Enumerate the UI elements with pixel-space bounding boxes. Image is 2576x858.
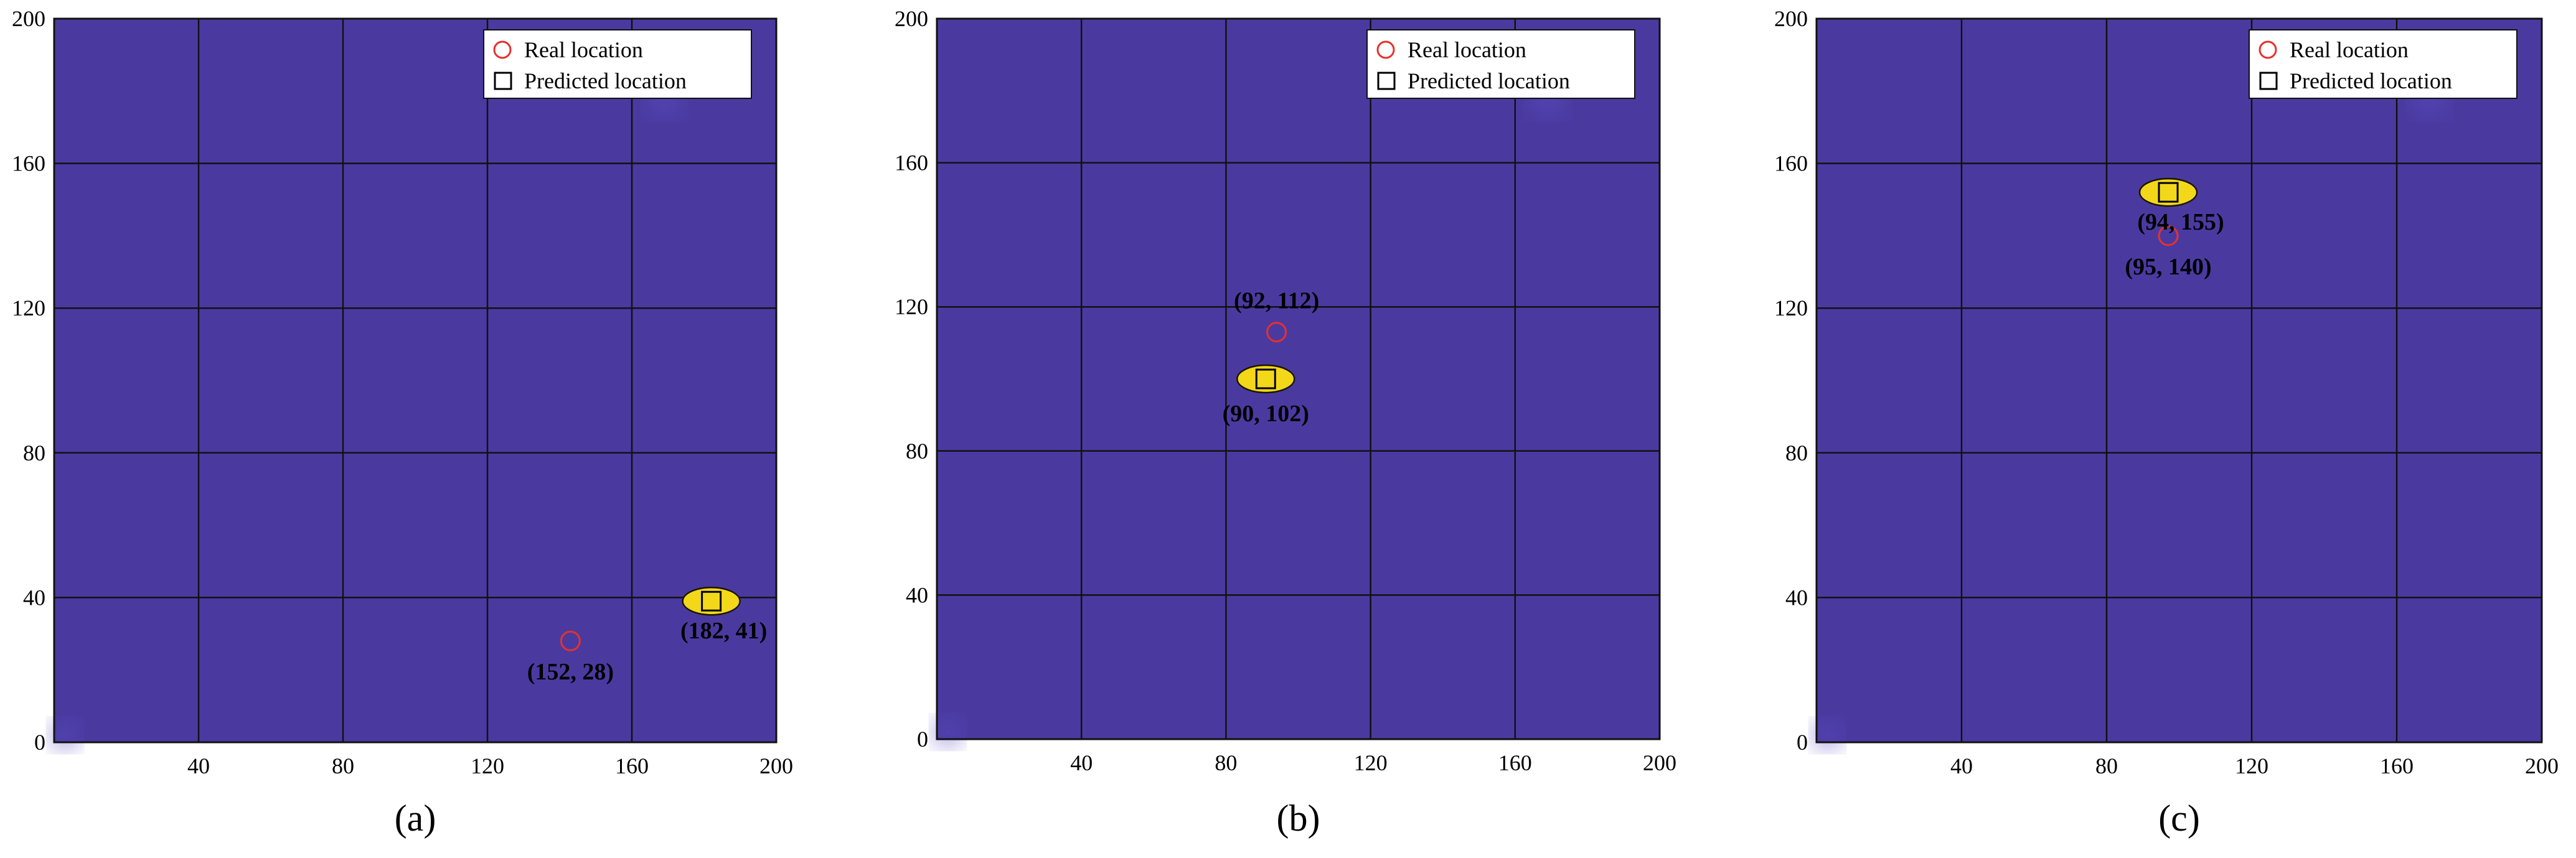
plot-background	[937, 19, 1660, 739]
x-tick-label: 40	[1070, 750, 1093, 775]
y-tick-label: 40	[906, 582, 928, 607]
panel-label: (b)	[1277, 798, 1320, 839]
real-location-marker	[1266, 322, 1287, 343]
x-tick-label: 160	[1498, 750, 1532, 775]
panel-label: (c)	[2158, 798, 2200, 839]
real-location-label: (95, 140)	[2125, 254, 2211, 280]
predicted-region-blob	[2138, 177, 2198, 207]
predicted-location-marker	[701, 590, 722, 612]
x-tick-label: 120	[2235, 753, 2268, 778]
x-tick-label: 80	[1215, 750, 1237, 775]
legend-box	[1366, 29, 1635, 99]
predicted-region-blob	[1236, 364, 1295, 394]
predicted-location-label: (94, 155)	[2137, 209, 2224, 235]
real-location-label: (92, 112)	[1234, 288, 1319, 314]
y-tick-label: 200	[1774, 6, 1808, 31]
y-tick-label: 160	[12, 151, 45, 176]
x-tick-label: 200	[759, 753, 793, 778]
x-tick-label: 40	[187, 753, 210, 778]
y-tick-label: 80	[906, 439, 928, 464]
y-tick-label: 200	[895, 6, 928, 31]
y-tick-label: 0	[34, 730, 45, 755]
legend-entry-label: Predicted location	[1408, 68, 1570, 93]
x-tick-label: 160	[615, 753, 649, 778]
x-tick-label: 200	[1643, 750, 1676, 775]
legend-box	[2249, 29, 2517, 99]
x-tick-label: 80	[2095, 753, 2118, 778]
legend-entry-label: Predicted location	[2290, 68, 2452, 93]
chart-panel-1: 40 80 120 160 200 0 40 80 120 160 200 (152, 28) (182…	[12, 6, 793, 839]
predicted-location-label: (90, 102)	[1223, 401, 1309, 427]
chart-panel-2: 40 80 120 160 200 0 40 80 120 160 200 (92, 112) (90,…	[895, 6, 1676, 839]
y-tick-label: 80	[23, 441, 45, 465]
y-tick-label: 120	[1774, 296, 1808, 320]
panel-label: (a)	[395, 798, 436, 839]
noise-speck	[934, 718, 962, 746]
y-tick-label: 120	[12, 296, 45, 320]
legend-entry-label: Real location	[524, 37, 643, 62]
y-tick-label: 0	[1797, 730, 1808, 755]
predicted-location-marker	[2158, 182, 2179, 203]
legend-circle-icon	[2259, 40, 2277, 59]
legend-entry-label: Real location	[1408, 37, 1526, 62]
legend-circle-icon	[493, 40, 512, 59]
legend-box	[483, 29, 752, 99]
plot-background	[1817, 19, 2542, 742]
predicted-location-label: (182, 41)	[680, 618, 767, 644]
y-tick-label: 40	[1785, 585, 1808, 610]
x-tick-label: 120	[1354, 750, 1388, 775]
noise-speck	[51, 721, 79, 749]
x-tick-label: 160	[2380, 753, 2414, 778]
predicted-location-marker	[1255, 368, 1276, 389]
noise-speck	[1813, 721, 1841, 749]
plot-frame	[53, 17, 778, 744]
x-tick-label: 200	[2525, 753, 2559, 778]
chart-panel-3: 40 80 120 160 200 0 40 80 120 160 200 (95, 140) (94,…	[1774, 6, 2559, 839]
predicted-region-blob	[682, 586, 741, 616]
y-tick-label: 80	[1785, 441, 1808, 465]
real-location-marker	[2158, 225, 2179, 246]
legend-square-icon	[1377, 72, 1396, 90]
x-tick-label: 80	[332, 753, 354, 778]
legend-circle-icon	[1376, 40, 1395, 59]
y-tick-label: 160	[895, 151, 928, 175]
real-location-marker	[560, 630, 581, 651]
real-location-label: (152, 28)	[527, 659, 614, 685]
y-tick-label: 120	[895, 294, 928, 319]
y-tick-label: 160	[1774, 151, 1808, 176]
x-tick-label: 40	[1950, 753, 1973, 778]
x-tick-label: 120	[471, 753, 504, 778]
y-tick-label: 40	[23, 585, 45, 610]
plot-frame	[936, 17, 1661, 740]
plot-background	[54, 19, 776, 742]
legend-square-icon	[494, 72, 512, 90]
legend-square-icon	[2259, 72, 2278, 90]
y-tick-label: 0	[917, 727, 928, 752]
y-tick-label: 200	[12, 6, 45, 31]
legend-entry-label: Predicted location	[524, 68, 687, 93]
plot-frame	[1815, 17, 2543, 744]
legend-entry-label: Real location	[2290, 37, 2409, 62]
